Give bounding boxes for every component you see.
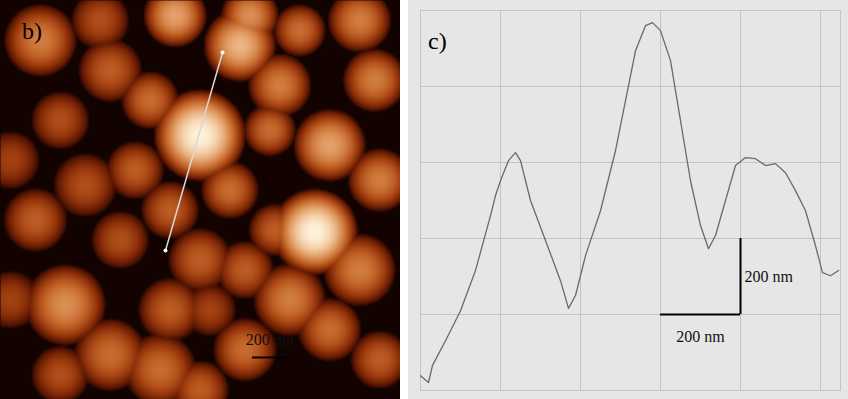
svg-text:200 nm: 200 nm [246, 331, 295, 348]
html-text:b): b) [22, 18, 42, 44]
svg-text:200 nm: 200 nm [745, 268, 794, 285]
html-text:c): c) [428, 28, 447, 54]
svg-text:200 nm: 200 nm [676, 328, 725, 345]
